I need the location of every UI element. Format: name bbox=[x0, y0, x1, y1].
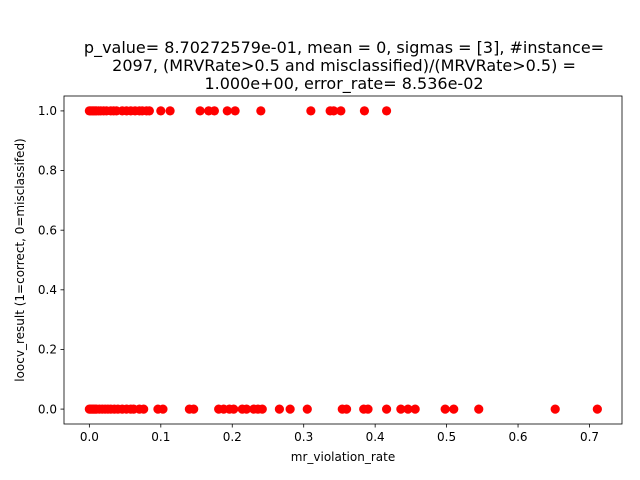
scatter-point bbox=[396, 404, 406, 414]
y-tick-label: 0.4 bbox=[38, 283, 57, 297]
x-tick-label: 0.1 bbox=[151, 430, 170, 444]
scatter-point bbox=[341, 404, 352, 414]
y-tick-label: 0.8 bbox=[38, 164, 57, 178]
scatter-point bbox=[241, 404, 252, 414]
x-axis-ticks: 0.0 0.1 0.2 0.3 0.4 0.5 0.6 0.7 bbox=[80, 424, 599, 444]
scatter-point bbox=[195, 106, 205, 116]
x-axis-label: mr_violation_rate bbox=[291, 450, 395, 464]
scatter-point bbox=[230, 106, 240, 116]
scatter-point bbox=[229, 404, 239, 414]
scatter-point bbox=[306, 106, 316, 116]
scatter-point bbox=[209, 106, 219, 116]
scatter-point bbox=[257, 404, 267, 414]
scatter-point bbox=[285, 404, 295, 414]
scatter-point bbox=[144, 106, 154, 116]
x-tick-label: 0.4 bbox=[366, 430, 385, 444]
scatter-point bbox=[156, 106, 166, 116]
y-tick-label: 0.6 bbox=[38, 223, 57, 237]
scatter-point bbox=[336, 106, 346, 116]
x-tick-label: 0.6 bbox=[508, 430, 527, 444]
scatter-point bbox=[363, 404, 373, 414]
scatter-point bbox=[256, 106, 266, 116]
title-line-3: 1.000e+00, error_rate= 8.536e-02 bbox=[204, 74, 483, 94]
y-tick-label: 0.0 bbox=[38, 402, 57, 416]
scatter-point bbox=[592, 404, 602, 414]
scatter-point bbox=[440, 404, 450, 414]
scatter-point bbox=[158, 404, 168, 414]
y-tick-label: 1.0 bbox=[38, 104, 57, 118]
scatter-point bbox=[550, 404, 560, 414]
chart-title: p_value= 8.70272579e-01, mean = 0, sigma… bbox=[84, 38, 604, 94]
y-axis-label: loocv_result (1=correct, 0=misclassifed) bbox=[13, 138, 27, 382]
scatter-point bbox=[139, 404, 149, 414]
x-tick-label: 0.3 bbox=[294, 430, 313, 444]
scatter-point bbox=[189, 404, 199, 414]
data-points bbox=[84, 106, 602, 414]
y-tick-label: 0.2 bbox=[38, 343, 57, 357]
scatter-point bbox=[329, 106, 339, 116]
x-tick-label: 0.7 bbox=[580, 430, 599, 444]
scatter-point bbox=[359, 106, 370, 116]
title-line-1: p_value= 8.70272579e-01, mean = 0, sigma… bbox=[84, 38, 604, 58]
x-tick-label: 0.0 bbox=[80, 430, 99, 444]
scatter-point bbox=[474, 404, 484, 414]
scatter-point bbox=[410, 404, 420, 414]
x-tick-label: 0.5 bbox=[437, 430, 456, 444]
scatter-point bbox=[381, 106, 392, 116]
scatter-point bbox=[165, 106, 175, 116]
scatter-point bbox=[449, 404, 459, 414]
scatter-point bbox=[381, 404, 392, 414]
title-line-2: 2097, (MRVRate>0.5 and misclassified)/(M… bbox=[112, 56, 576, 75]
scatter-point bbox=[274, 404, 285, 414]
y-axis-ticks: 0.0 0.2 0.4 0.6 0.8 1.0 bbox=[38, 104, 64, 416]
scatter-point bbox=[222, 106, 232, 116]
scatter-point bbox=[302, 404, 312, 414]
plot-area-frame bbox=[63, 95, 623, 425]
scatter-point bbox=[403, 404, 413, 414]
x-tick-label: 0.2 bbox=[223, 430, 242, 444]
